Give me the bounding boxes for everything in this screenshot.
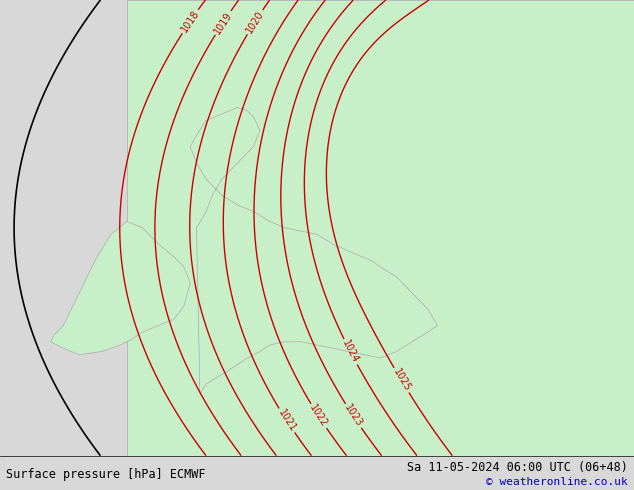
- Text: 1018: 1018: [179, 8, 201, 34]
- Text: 1022: 1022: [307, 403, 330, 429]
- Text: 1020: 1020: [244, 9, 266, 35]
- Polygon shape: [51, 221, 190, 355]
- Polygon shape: [127, 0, 634, 456]
- Text: 1023: 1023: [342, 403, 365, 429]
- Text: © weatheronline.co.uk: © weatheronline.co.uk: [486, 477, 628, 487]
- Polygon shape: [190, 107, 437, 394]
- Text: 1025: 1025: [391, 367, 412, 393]
- Text: 1019: 1019: [212, 10, 234, 36]
- Text: Surface pressure [hPa] ECMWF: Surface pressure [hPa] ECMWF: [6, 467, 206, 481]
- Text: 1021: 1021: [276, 408, 297, 434]
- Text: 1024: 1024: [340, 339, 361, 365]
- Text: Sa 11-05-2024 06:00 UTC (06+48): Sa 11-05-2024 06:00 UTC (06+48): [407, 461, 628, 474]
